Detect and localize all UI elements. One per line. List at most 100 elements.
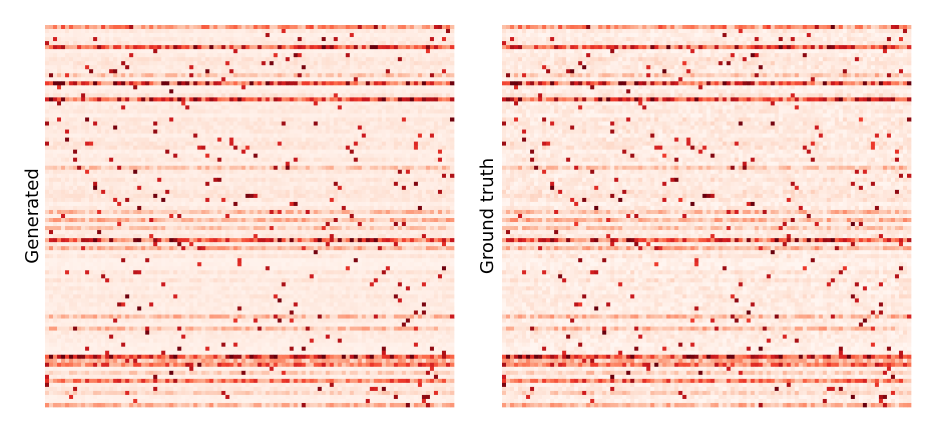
heatmap-cell bbox=[265, 101, 270, 106]
heatmap-cell bbox=[117, 25, 122, 30]
heatmap-cell bbox=[201, 109, 206, 114]
heatmap-cell bbox=[57, 41, 62, 46]
heatmap-cell bbox=[109, 45, 114, 50]
heatmap-cell bbox=[225, 93, 230, 98]
heatmap-cell bbox=[325, 181, 331, 187]
heatmap-cell bbox=[109, 85, 114, 90]
heatmap-cell bbox=[429, 57, 435, 62]
heatmap-cell bbox=[89, 69, 94, 74]
heatmap-cell bbox=[73, 133, 78, 138]
heatmap-cell bbox=[257, 97, 262, 102]
heatmap-cell bbox=[281, 213, 286, 219]
heatmap-cell bbox=[49, 89, 54, 94]
heatmap-cell bbox=[433, 209, 439, 215]
heatmap-cell bbox=[73, 73, 78, 78]
heatmap-cell bbox=[409, 81, 415, 86]
heatmap-cell bbox=[369, 33, 375, 38]
heatmap-cell bbox=[157, 181, 162, 187]
heatmap-cell bbox=[201, 177, 206, 183]
heatmap-cell bbox=[433, 161, 439, 167]
heatmap-cell bbox=[341, 57, 347, 62]
heatmap-cell bbox=[209, 85, 214, 90]
heatmap-cell bbox=[229, 169, 234, 175]
heatmap-cell bbox=[237, 81, 242, 86]
heatmap-cell bbox=[381, 181, 387, 187]
heatmap-cell bbox=[401, 201, 407, 207]
heatmap-cell bbox=[141, 189, 146, 195]
heatmap-cell bbox=[397, 189, 403, 195]
heatmap-cell bbox=[441, 169, 447, 175]
heatmap-cell bbox=[437, 29, 443, 34]
heatmap-cell bbox=[321, 101, 327, 106]
heatmap-cell bbox=[81, 41, 86, 46]
heatmap-cell bbox=[349, 165, 355, 171]
heatmap-cell bbox=[349, 153, 355, 159]
heatmap-cell bbox=[329, 77, 335, 82]
heatmap-cell bbox=[213, 213, 218, 219]
heatmap-cell bbox=[89, 141, 94, 146]
heatmap-cell bbox=[105, 85, 110, 90]
heatmap-cell bbox=[389, 69, 395, 74]
heatmap-cell bbox=[293, 97, 298, 102]
heatmap-cell bbox=[269, 137, 274, 142]
heatmap-cell bbox=[349, 109, 355, 114]
heatmap-cell bbox=[209, 25, 214, 30]
heatmap-cell bbox=[209, 49, 214, 54]
heatmap-cell bbox=[221, 161, 226, 167]
heatmap-cell bbox=[301, 189, 306, 195]
heatmap-cell bbox=[365, 77, 371, 82]
heatmap-cell bbox=[45, 145, 50, 150]
heatmap-cell bbox=[397, 157, 403, 163]
heatmap-cell bbox=[233, 177, 238, 183]
heatmap-cell bbox=[165, 193, 170, 199]
heatmap-cell bbox=[129, 101, 134, 106]
heatmap-cell bbox=[193, 89, 198, 94]
heatmap-cell bbox=[65, 137, 70, 142]
heatmap-cell bbox=[61, 185, 66, 191]
heatmap-cell bbox=[169, 69, 174, 74]
heatmap-cell bbox=[429, 81, 435, 86]
heatmap-cell bbox=[333, 153, 339, 159]
heatmap-cell bbox=[357, 129, 363, 134]
heatmap-cell bbox=[345, 65, 351, 70]
heatmap-cell bbox=[253, 53, 258, 58]
heatmap-cell bbox=[189, 165, 194, 171]
heatmap-cell bbox=[137, 97, 142, 102]
heatmap-cell bbox=[141, 165, 146, 171]
heatmap-cell bbox=[209, 181, 214, 187]
heatmap-cell bbox=[217, 173, 222, 179]
heatmap-cell bbox=[285, 125, 290, 130]
heatmap-cell bbox=[437, 153, 443, 159]
heatmap-cell bbox=[409, 141, 415, 146]
heatmap-cell bbox=[337, 193, 343, 199]
heatmap-cell bbox=[425, 49, 431, 54]
heatmap-cell bbox=[361, 101, 367, 106]
heatmap-cell bbox=[197, 133, 202, 138]
heatmap-cell bbox=[309, 61, 315, 66]
heatmap-cell bbox=[329, 65, 335, 70]
heatmap-cell bbox=[377, 57, 383, 62]
heatmap-cell bbox=[93, 153, 98, 159]
heatmap-cell bbox=[173, 145, 178, 150]
heatmap-cell bbox=[409, 193, 415, 199]
heatmap-cell bbox=[301, 109, 306, 114]
heatmap-cell bbox=[141, 45, 146, 50]
heatmap-cell bbox=[369, 37, 375, 42]
heatmap-cell bbox=[281, 37, 286, 42]
heatmap-cell bbox=[109, 157, 114, 163]
heatmap-cell bbox=[425, 105, 431, 110]
heatmap-cell bbox=[121, 153, 126, 159]
heatmap-cell bbox=[121, 45, 126, 50]
heatmap-cell bbox=[317, 161, 323, 167]
heatmap-cell bbox=[237, 185, 242, 191]
heatmap-cell bbox=[401, 85, 407, 90]
heatmap-cell bbox=[241, 205, 246, 211]
heatmap-cell bbox=[245, 141, 250, 146]
heatmap-cell bbox=[217, 177, 222, 183]
heatmap-cell bbox=[157, 45, 162, 50]
heatmap-cell bbox=[145, 125, 150, 130]
heatmap-cell bbox=[401, 181, 407, 187]
heatmap-cell bbox=[417, 101, 423, 106]
heatmap-cell bbox=[149, 105, 154, 110]
heatmap-cell bbox=[93, 69, 98, 74]
